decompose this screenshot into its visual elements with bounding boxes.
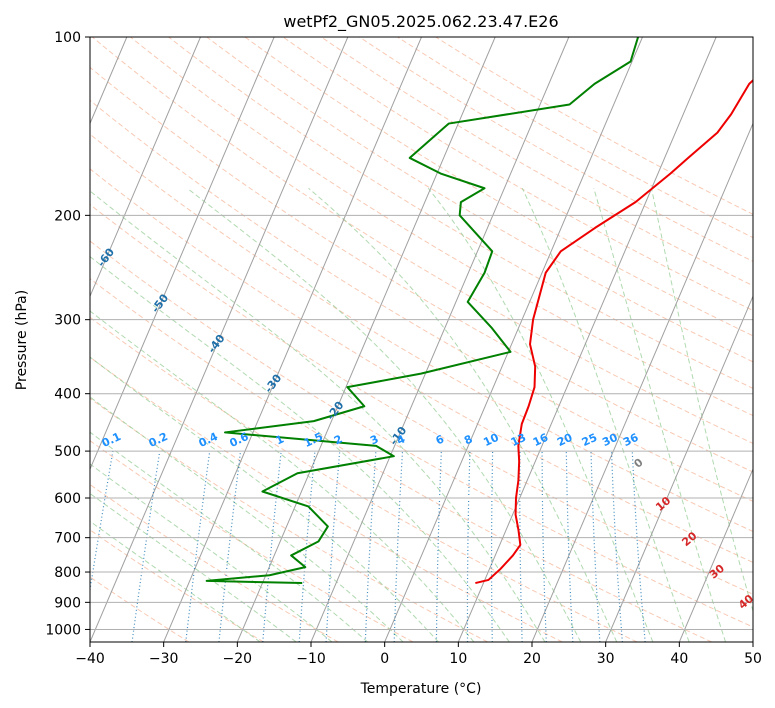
moist-adiabat-line — [186, 187, 582, 642]
y-tick-label: 600 — [54, 491, 81, 507]
x-tick-label: 10 — [449, 651, 467, 667]
moist-adiabat-line — [90, 396, 404, 642]
dry-adiabat-line — [90, 168, 753, 563]
moist-adiabat-line — [90, 431, 368, 642]
temperature-profile-line — [475, 79, 753, 585]
isotherm-line — [531, 122, 753, 642]
y-tick-label: 200 — [54, 208, 81, 224]
dry-adiabat-line — [359, 37, 753, 262]
isotherm-line — [384, 37, 643, 642]
x-axis-ticks: −40 −30 −20 −10 0 10 20 30 40 50 — [75, 642, 762, 667]
y-tick-label: 400 — [54, 387, 81, 403]
isotherm-line — [605, 295, 753, 642]
x-tick-label: −40 — [75, 651, 105, 667]
x-tick-label: 50 — [744, 651, 762, 667]
isotherm-line — [90, 37, 275, 471]
plot-background — [90, 37, 753, 642]
dry-adiabat-line — [90, 278, 712, 642]
moist-adiabat-line — [651, 188, 753, 613]
x-tick-label: 0 — [380, 651, 389, 667]
isotherm-line — [236, 37, 496, 642]
moist-adiabat-line — [90, 492, 297, 642]
profile-lines — [205, 37, 753, 585]
plot-frame — [89, 36, 754, 643]
moist-adiabat-line — [90, 463, 333, 642]
moist-adiabat-line — [593, 188, 727, 642]
isotherm-line — [90, 37, 201, 298]
dry-adiabat-line — [90, 240, 753, 628]
mixing-ratio-line — [218, 451, 242, 642]
isotherm-line — [678, 467, 753, 642]
dry-adiabat-line — [206, 37, 753, 363]
mixing-ratio-line — [131, 451, 161, 642]
y-axis-ticks: 100 200 300 400 500 600 700 800 900 1000 — [45, 30, 90, 638]
mixing-ratio-line — [185, 451, 211, 642]
moist-adiabat-line — [90, 310, 475, 642]
mixing-ratio-label: 13 — [509, 431, 528, 449]
moist-adiabat-line — [90, 255, 510, 642]
pressure-gridlines — [90, 37, 753, 630]
dry-adiabat-line — [90, 483, 339, 642]
y-tick-label: 1000 — [45, 622, 81, 638]
moist-adiabat-line — [427, 187, 654, 642]
dry-adiabat-line — [130, 37, 753, 417]
isotherm-line — [457, 37, 717, 642]
dry-adiabat-line — [90, 529, 264, 642]
dry-adiabat-line — [90, 203, 753, 595]
x-tick-label: −30 — [149, 651, 179, 667]
moist-adiabat-line — [308, 187, 618, 642]
mixing-ratio-label: 25 — [580, 431, 599, 449]
x-axis-label: Temperature (°C) — [360, 681, 482, 697]
dry-adiabat-line — [320, 37, 753, 287]
x-tick-label: −10 — [296, 651, 326, 667]
y-axis-label: Pressure (hPa) — [14, 290, 30, 390]
dewpoint-profile-line — [205, 37, 640, 585]
mixing-ratio-label: 20 — [555, 431, 575, 449]
moist-adiabat-line — [521, 188, 690, 642]
dry-adiabat-line — [90, 66, 753, 473]
moist-adiabat-line — [90, 356, 439, 642]
mixing-ratio-label: 16 — [531, 431, 551, 449]
mixing-ratio-label: 10 — [481, 431, 501, 449]
x-tick-label: −20 — [223, 651, 253, 667]
y-tick-label: 700 — [54, 531, 81, 547]
y-tick-label: 100 — [54, 30, 81, 46]
dry-adiabat-line — [90, 133, 753, 533]
mixing-ratio-label: 36 — [621, 431, 641, 449]
background-lines — [90, 37, 753, 642]
chart-title: wetPf2_GN05.2025.062.23.47.E26 — [283, 12, 558, 32]
moist-adiabat-line — [90, 190, 546, 642]
isotherm-line — [90, 37, 349, 642]
x-tick-label: 30 — [597, 651, 615, 667]
y-tick-label: 800 — [54, 565, 81, 581]
y-tick-label: 500 — [54, 444, 81, 460]
x-tick-label: 20 — [523, 651, 541, 667]
mixing-ratio-line — [90, 450, 114, 594]
isotherm-line — [163, 37, 422, 642]
dry-adiabat-line — [244, 37, 753, 337]
mixing-ratio-label: 30 — [600, 431, 620, 449]
y-tick-label: 300 — [54, 313, 81, 329]
x-tick-label: 40 — [670, 651, 688, 667]
isotherm-line — [310, 37, 570, 642]
y-tick-label: 900 — [54, 595, 81, 611]
